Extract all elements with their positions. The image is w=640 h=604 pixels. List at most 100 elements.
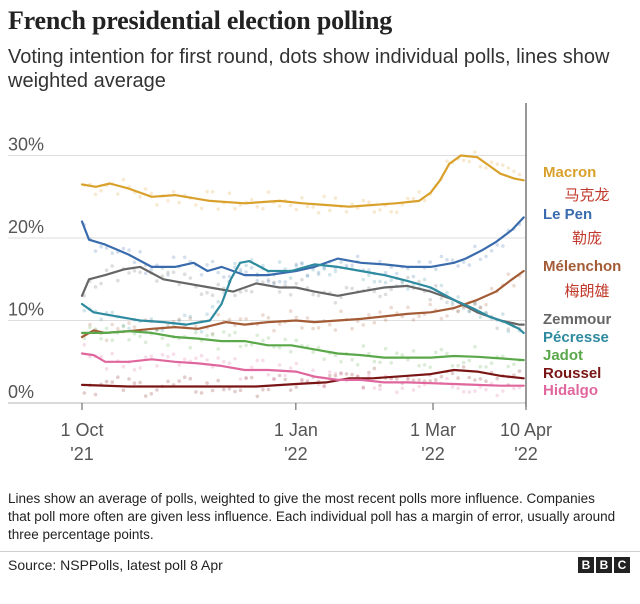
poll-dot xyxy=(434,284,438,288)
poll-dot xyxy=(244,288,248,293)
poll-dot xyxy=(99,188,103,193)
poll-dot xyxy=(132,260,137,265)
poll-dot xyxy=(238,267,243,272)
poll-dot xyxy=(294,262,299,267)
poll-dot xyxy=(367,273,371,278)
poll-dot xyxy=(456,295,460,299)
poll-dot xyxy=(222,387,226,392)
poll-dot xyxy=(182,375,187,380)
poll-dot xyxy=(316,293,321,298)
poll-dot xyxy=(205,333,209,338)
poll-dot xyxy=(316,270,321,275)
poll-dot xyxy=(266,279,271,284)
poll-dot xyxy=(127,326,131,331)
poll-dot xyxy=(166,379,170,384)
poll-dot xyxy=(166,273,170,277)
poll-dot xyxy=(478,364,483,369)
poll-dot xyxy=(188,345,193,350)
poll-dot xyxy=(445,257,449,262)
poll-dot xyxy=(395,351,399,356)
poll-dot xyxy=(127,377,131,381)
poll-dot xyxy=(121,323,126,328)
poll-dot xyxy=(467,390,472,394)
poll-dot xyxy=(461,158,466,163)
poll-dot xyxy=(411,349,416,353)
poll-dot xyxy=(222,360,226,364)
poll-dot xyxy=(261,206,265,211)
poll-dot xyxy=(512,386,516,391)
poll-dot xyxy=(383,346,388,351)
poll-dot xyxy=(171,190,176,194)
poll-dot xyxy=(132,325,137,329)
poll-dot xyxy=(456,309,460,314)
legend-label-chinese: 马克龙 xyxy=(564,186,609,204)
poll-dot xyxy=(210,388,215,393)
poll-dot xyxy=(244,376,248,380)
methodology-note: Lines show an average of polls, weighted… xyxy=(8,491,616,542)
poll-dot xyxy=(261,387,265,392)
poll-dot xyxy=(182,272,187,277)
poll-dot xyxy=(132,269,137,273)
poll-dot xyxy=(434,350,438,355)
legend-label: Le Pen xyxy=(543,206,592,223)
poll-dot xyxy=(339,260,343,264)
poll-dot xyxy=(188,376,193,381)
poll-dot xyxy=(155,364,159,368)
poll-dot xyxy=(406,357,410,362)
poll-dot xyxy=(266,372,271,377)
poll-dot xyxy=(216,356,220,360)
poll-dot xyxy=(411,274,416,279)
poll-dot xyxy=(467,159,472,164)
poll-dot xyxy=(216,378,220,383)
poll-dot xyxy=(300,277,304,282)
poll-dot xyxy=(311,205,315,209)
poll-dot xyxy=(439,254,444,259)
poll-dot xyxy=(428,260,433,264)
poll-dot xyxy=(456,264,460,268)
poll-dot xyxy=(339,360,343,364)
poll-dot xyxy=(266,190,271,194)
y-tick-label: 10% xyxy=(8,300,44,320)
poll-dot xyxy=(367,286,371,290)
legend-label: Pécresse xyxy=(543,329,609,346)
poll-dot xyxy=(121,364,126,369)
poll-dot xyxy=(512,362,516,367)
poll-dot xyxy=(166,199,170,203)
y-tick-label: 20% xyxy=(8,217,44,237)
x-tick-label-year: '22 xyxy=(421,444,444,464)
poll-dot xyxy=(473,244,477,249)
poll-dot xyxy=(210,293,215,298)
poll-dot xyxy=(261,280,265,285)
poll-dot xyxy=(294,361,299,366)
poll-dot xyxy=(517,172,522,177)
poll-dot xyxy=(216,270,220,275)
poll-dot xyxy=(249,290,254,294)
poll-dot xyxy=(506,327,511,331)
poll-dot xyxy=(372,210,377,214)
poll-dot xyxy=(378,383,382,388)
chart-subtitle: Voting intention for first round, dots s… xyxy=(8,46,610,92)
x-tick-label: 10 Apr xyxy=(500,420,552,440)
poll-dot xyxy=(328,373,332,378)
poll-dot xyxy=(199,273,204,277)
poll-dot xyxy=(395,271,399,276)
poll-dot xyxy=(110,310,114,315)
x-tick-label: 1 Mar xyxy=(410,420,456,440)
poll-dot xyxy=(417,260,421,264)
poll-dot xyxy=(272,328,276,333)
poll-dot xyxy=(138,380,142,385)
poll-dot xyxy=(99,281,103,286)
poll-dot xyxy=(149,191,154,196)
poll-dot xyxy=(216,312,220,317)
poll-dot xyxy=(227,333,232,338)
poll-dot xyxy=(316,272,321,277)
poll-dot xyxy=(249,365,254,370)
poll-dot xyxy=(316,211,321,215)
poll-dot xyxy=(227,361,232,366)
poll-dot xyxy=(445,351,449,356)
poll-dot xyxy=(305,274,310,278)
poll-dot xyxy=(210,331,215,336)
poll-dot xyxy=(272,280,276,285)
poll-dot xyxy=(417,314,421,319)
poll-dot xyxy=(277,322,282,326)
